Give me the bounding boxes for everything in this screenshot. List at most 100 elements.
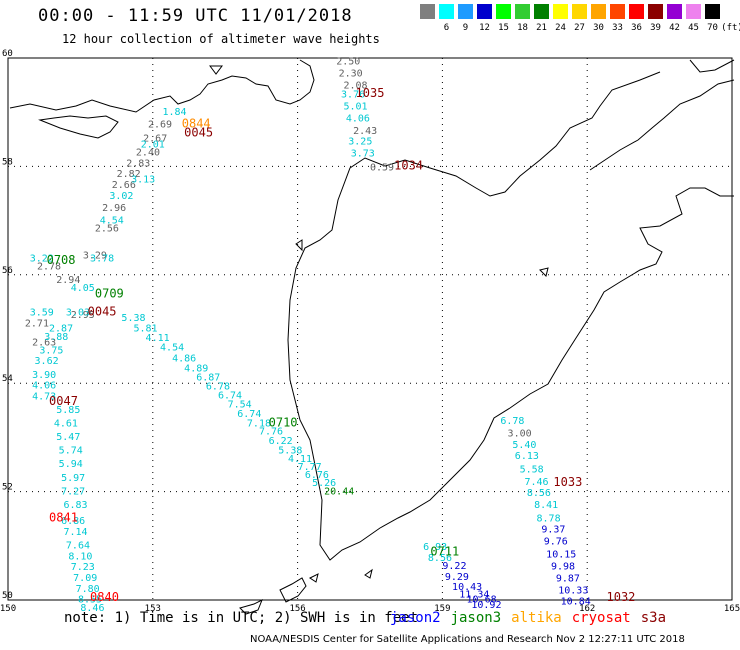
scale-swatch: [515, 4, 530, 19]
swh-value: 3.62: [35, 356, 59, 367]
swh-value: 7.27: [61, 486, 85, 497]
swh-value: 7.23: [71, 562, 95, 573]
swh-value: 3.73: [351, 149, 375, 160]
swh-value: 6.83: [64, 500, 88, 511]
swh-value: 3.02: [109, 191, 133, 202]
swh-value: 5.94: [59, 459, 83, 470]
map-subtitle: 12 hour collection of altimeter wave hei…: [62, 32, 380, 46]
satellite-legend: jason2 jason3 altika cryosat s3a: [390, 610, 676, 626]
swh-value: 7.64: [66, 541, 90, 552]
swh-value: 4.06: [32, 381, 56, 392]
pass-time-label: 0840: [90, 590, 119, 604]
scale-swatch: [610, 4, 625, 19]
axis-labels: 60 58 56 54 52 50 150 153 156 159 162 165: [0, 49, 740, 614]
satellite-cryosat: cryosat: [571, 610, 631, 626]
swh-value: 3.76: [341, 90, 365, 101]
swh-value: 7.14: [64, 527, 88, 538]
swh-value: 3.03: [66, 307, 90, 318]
scale-label: 36: [631, 23, 642, 33]
scale-swatch: [553, 4, 568, 19]
map-title: 00:00 - 11:59 UTC 11/01/2018: [38, 6, 353, 26]
swh-value: 2.82: [117, 169, 141, 180]
lon-label: 150: [0, 604, 16, 614]
swh-value: 7.46: [524, 477, 548, 488]
swh-value: 3.78: [90, 253, 114, 264]
swh-value: 5.38: [278, 446, 302, 457]
swh-value: 6.74: [218, 390, 242, 401]
scale-swatch: [667, 4, 682, 19]
pass-time-label: 1033: [553, 475, 582, 489]
scale-label: 27: [574, 23, 585, 33]
swh-value: 5.26: [312, 478, 336, 489]
scale-unit: (ft): [721, 23, 740, 33]
scale-label: 12: [479, 23, 490, 33]
swh-value: 4.11: [288, 454, 312, 465]
swh-value: 2.71: [25, 318, 49, 329]
scale-swatch: [591, 4, 606, 19]
lat-label: 50: [2, 591, 13, 601]
swh-value: 3.90: [32, 370, 56, 381]
swh-value: 8.46: [80, 603, 104, 614]
swh-value: 2.94: [56, 275, 80, 286]
scale-swatch: [420, 4, 435, 19]
swh-value: 6.78: [206, 382, 230, 393]
swh-value: 7.18: [247, 419, 271, 430]
pass-time-label: 0708: [47, 253, 76, 267]
pass-time-label: 1034: [394, 159, 423, 173]
pass-time-label: 0047: [49, 394, 78, 408]
lat-lon-grid: [8, 58, 732, 600]
scale-swatch: [705, 4, 720, 19]
swh-tracks: 2.502.302.082.430.593.765.014.063.253.73…: [25, 57, 591, 614]
swh-value: 8.55: [78, 595, 102, 606]
scale-swatch: [648, 4, 663, 19]
swh-value: 6.76: [305, 470, 329, 481]
swh-value: 6.13: [515, 451, 539, 462]
swh-value: 2.69: [148, 119, 172, 130]
scale-label: 18: [517, 23, 528, 33]
satellite-altika: altika: [511, 610, 562, 626]
swh-value: 5.58: [520, 465, 544, 476]
swh-value: 2.83: [126, 158, 150, 169]
swh-value: 6.86: [61, 516, 85, 527]
swh-value: 2.08: [343, 80, 367, 91]
swh-value: 10.43: [452, 582, 482, 593]
satellite-s3a: s3a: [640, 610, 667, 626]
lon-label: 153: [145, 604, 161, 614]
pass-time-label: 0711: [430, 545, 459, 559]
scale-label: 30: [593, 23, 604, 33]
scale-swatch: [477, 4, 492, 19]
swh-value: 7.76: [259, 427, 283, 438]
swh-value: 0.59: [370, 163, 394, 174]
lat-label: 54: [2, 374, 13, 384]
swh-value: 2.30: [339, 68, 363, 79]
swh-value: 5.01: [343, 101, 367, 112]
swh-value: 10.33: [558, 585, 588, 596]
swh-value: 2.43: [353, 126, 377, 137]
lat-label: 52: [2, 483, 13, 493]
scale-swatch: [439, 4, 454, 19]
pass-time-label: 0841: [49, 510, 78, 524]
swh-value: 2.01: [141, 139, 165, 150]
swh-value: 5.74: [59, 446, 83, 457]
swh-value: 11.34: [459, 589, 489, 600]
scale-label: 9: [462, 23, 469, 33]
swh-value: 10.84: [561, 596, 591, 607]
map-frame: [7, 57, 733, 601]
lon-label: 159: [434, 604, 450, 614]
scale-label: 24: [555, 23, 566, 33]
pass-time-label: 0844: [182, 116, 211, 130]
scale-label: 39: [650, 23, 661, 33]
swh-value: 4.89: [184, 363, 208, 374]
swh-value: 2.96: [102, 203, 126, 214]
satellite-jason2: jason2: [390, 610, 441, 626]
lat-label: 58: [2, 157, 13, 167]
scale-label: 45: [688, 23, 699, 33]
scale-swatch: [686, 4, 701, 19]
swh-value: 10.15: [546, 550, 576, 561]
swh-value: 8.56: [428, 553, 452, 564]
swh-value: 2.63: [32, 337, 56, 348]
swh-value: 5.40: [512, 440, 536, 451]
swh-value: 3.13: [131, 175, 155, 186]
pass-times: 0844004510351034070807090045004707101033…: [47, 86, 636, 604]
